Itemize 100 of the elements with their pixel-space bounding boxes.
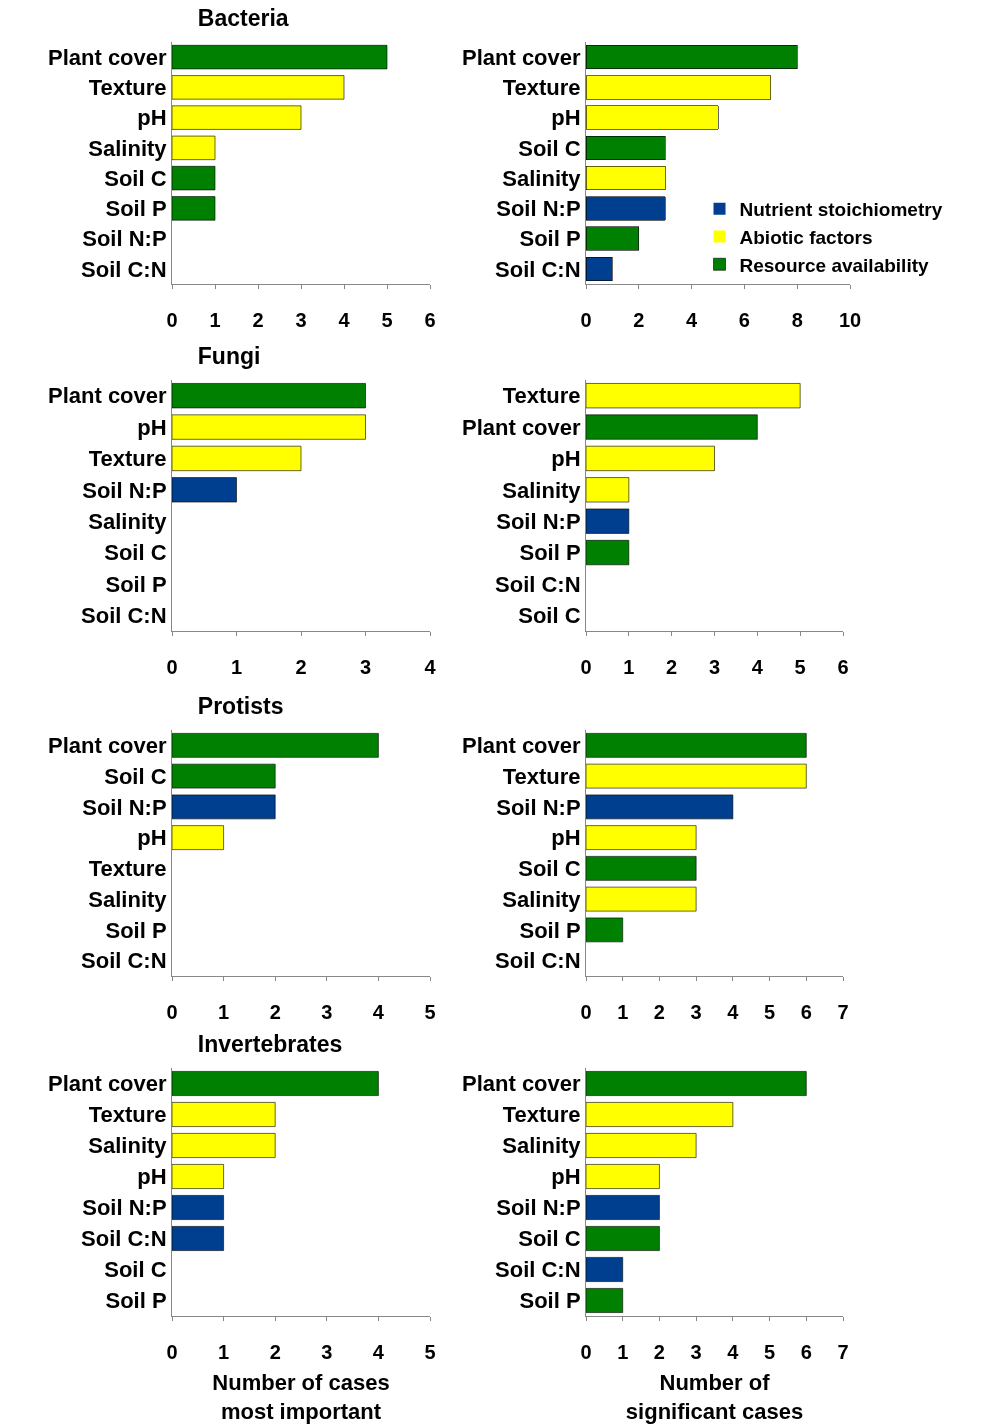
bar [172, 105, 302, 130]
bar [172, 825, 224, 850]
bar [586, 414, 758, 440]
x-tick-label: 4 [727, 1341, 740, 1363]
y-tick-label: Soil C:N [495, 571, 581, 597]
y-tick-label: pH [137, 105, 167, 131]
y-tick-label: Plant cover [461, 44, 582, 70]
bar [172, 763, 276, 789]
x-tick-label: 3 [321, 1001, 333, 1023]
bar [586, 256, 613, 281]
bar [172, 1195, 224, 1220]
bar [172, 1102, 276, 1127]
x-tick-label: 8 [791, 309, 803, 331]
x-tick-label: 0 [580, 1001, 592, 1023]
bar [586, 1133, 697, 1158]
y-tick-label: Soil C:N [81, 603, 167, 629]
x-tick-label: 6 [800, 1001, 812, 1023]
y-tick-label: Plant cover [461, 414, 582, 440]
y-tick-label: Soil N:P [496, 1195, 581, 1221]
y-tick-label: Texture [502, 763, 581, 789]
x-tick-label: 1 [209, 309, 221, 331]
bar [172, 1226, 224, 1251]
chart-title: Fungi [197, 343, 261, 370]
x-tick-label: 2 [653, 1001, 665, 1023]
y-tick-label: pH [551, 105, 581, 131]
x-tick-label: 4 [424, 656, 437, 678]
bar [586, 856, 697, 881]
bar [586, 75, 772, 100]
bar [172, 383, 366, 409]
y-tick-label: Salinity [502, 165, 582, 191]
x-tick-label: 2 [252, 309, 264, 331]
bar [172, 445, 302, 471]
y-tick-label: Texture [88, 856, 167, 882]
bar [586, 1288, 624, 1313]
bar [586, 166, 666, 191]
y-tick-label: Soil N:P [496, 196, 581, 222]
x-tick-label: 4 [372, 1001, 385, 1023]
y-tick-label: Soil P [519, 226, 581, 252]
y-tick-label: Soil P [105, 1288, 167, 1314]
x-tick-label: 0 [580, 656, 592, 678]
legend-label: Resource availability [739, 254, 929, 276]
bar [172, 477, 237, 503]
x-tick-label: 1 [623, 656, 635, 678]
y-tick-label: pH [137, 414, 167, 440]
x-tick-label: 6 [738, 309, 750, 331]
y-tick-label: Salinity [502, 477, 582, 503]
y-tick-label: Soil C [104, 165, 167, 191]
x-tick-label: 0 [166, 1341, 178, 1363]
chart-title: Bacteria [197, 5, 289, 32]
y-tick-label: Texture [88, 75, 167, 101]
x-tick-label: 5 [424, 1001, 436, 1023]
bar [586, 763, 807, 789]
x-tick-label: 1 [617, 1001, 629, 1023]
y-tick-label: Plant cover [461, 733, 582, 759]
y-tick-label: Texture [502, 383, 581, 409]
y-tick-label: Soil P [519, 917, 581, 943]
y-tick-label: Soil C [518, 135, 581, 161]
y-tick-label: pH [551, 825, 581, 851]
x-tick-label: 2 [295, 656, 307, 678]
x-tick-label: 7 [837, 1341, 849, 1363]
x-axis-title: Number of significant cases [625, 1369, 804, 1424]
x-tick-label: 2 [269, 1001, 281, 1023]
bar [586, 445, 715, 471]
bar [172, 196, 216, 221]
x-tick-label: 3 [690, 1001, 702, 1023]
x-tick-label: 2 [269, 1341, 281, 1363]
x-tick-label: 0 [166, 309, 178, 331]
legend-label: Nutrient stoichiometry [739, 199, 943, 221]
bar [586, 477, 630, 503]
x-tick-label: 6 [800, 1341, 812, 1363]
x-tick-label: 0 [166, 1001, 178, 1023]
x-tick-label: 2 [633, 309, 645, 331]
x-tick-label: 3 [321, 1341, 333, 1363]
bar [172, 414, 366, 440]
y-tick-label: Salinity [88, 886, 168, 912]
bar [172, 794, 276, 820]
bar [172, 1071, 379, 1096]
bar [586, 1195, 660, 1220]
y-tick-label: Soil C:N [81, 948, 167, 974]
y-tick-label: Soil C [104, 1257, 167, 1283]
y-tick-label: Soil C [104, 763, 167, 789]
bar [586, 733, 807, 758]
y-tick-label: Soil C [104, 540, 167, 566]
y-tick-label: Soil C [518, 856, 581, 882]
x-tick-label: 3 [359, 656, 372, 678]
x-tick-label: 5 [381, 309, 393, 331]
y-tick-label: Soil N:P [82, 226, 167, 252]
bar [586, 1226, 660, 1251]
x-tick-label: 3 [708, 656, 721, 678]
y-tick-label: Soil P [519, 1288, 581, 1314]
x-tick-label: 6 [837, 656, 849, 678]
bar [172, 166, 216, 191]
x-tick-label: 1 [230, 656, 243, 678]
legend-label: Abiotic factors [739, 226, 873, 248]
x-tick-label: 5 [794, 656, 806, 678]
x-tick-label: 1 [617, 1341, 629, 1363]
y-tick-label: Salinity [502, 886, 582, 912]
x-tick-label: 2 [666, 656, 678, 678]
bar [586, 508, 630, 534]
y-tick-label: Soil N:P [82, 794, 167, 820]
